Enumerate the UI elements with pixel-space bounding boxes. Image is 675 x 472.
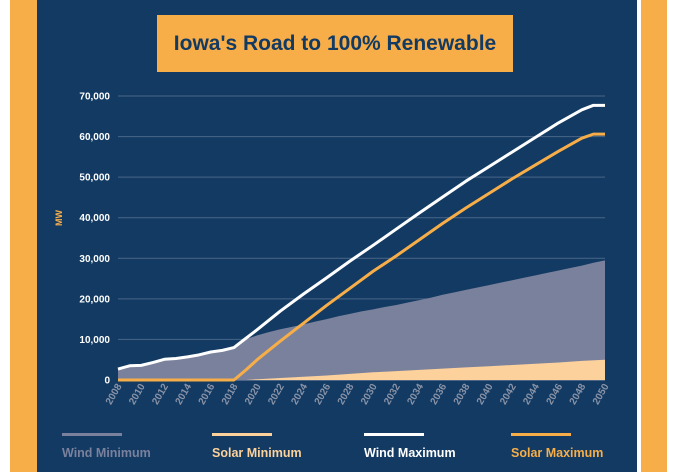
right-accent-bar <box>641 0 667 472</box>
legend-line-solar-maximum <box>511 433 571 436</box>
legend-line-solar-minimum <box>212 433 272 436</box>
x-tick-label: 2046 <box>545 382 566 407</box>
y-tick-label: 20,000 <box>79 294 110 305</box>
x-tick-label: 2026 <box>313 382 334 407</box>
legend-label-wind-maximum: Wind Maximum <box>364 446 456 460</box>
series-line-wind-maximum <box>117 103 605 371</box>
y-tick-label: 40,000 <box>79 213 110 224</box>
chart-title: Iowa's Road to 100% Renewable <box>173 31 497 55</box>
title-box: Iowa's Road to 100% Renewable <box>157 15 513 72</box>
y-tick-label: 70,000 <box>79 92 110 103</box>
legend-label-wind-minimum: Wind Minimum <box>62 446 151 460</box>
x-tick-label: 2028 <box>336 382 357 407</box>
legend-line-wind-maximum <box>364 433 424 436</box>
left-accent-bar <box>10 0 37 472</box>
y-tick-label: 50,000 <box>79 173 110 184</box>
x-tick-label: 2040 <box>475 382 496 407</box>
y-tick-label: 30,000 <box>79 254 110 265</box>
chart-panel <box>37 0 637 472</box>
x-tick-label: 2036 <box>429 382 450 407</box>
x-tick-label: 2044 <box>521 382 542 407</box>
x-tick-label: 2042 <box>498 382 519 407</box>
x-tick-label: 2048 <box>568 382 589 407</box>
x-tick-label: 2030 <box>359 382 380 407</box>
x-tick-label: 2024 <box>289 382 310 407</box>
series-line-solar-maximum <box>118 132 605 382</box>
y-tick-label: 0 <box>104 376 110 387</box>
x-tick-label: 2032 <box>382 382 403 407</box>
legend-label-solar-minimum: Solar Minimum <box>212 446 302 460</box>
series-area-wind-minimum <box>118 260 605 380</box>
series-area-solar-minimum <box>118 359 605 380</box>
legend-line-wind-minimum <box>62 433 122 436</box>
x-tick-label: 2020 <box>243 382 264 407</box>
x-tick-label: 2022 <box>266 382 287 407</box>
line-layer <box>117 103 605 382</box>
y-axis-label: MW <box>54 210 64 226</box>
y-tick-label: 10,000 <box>79 335 110 346</box>
x-tick-label: 2050 <box>591 382 612 407</box>
area-layer <box>118 260 605 380</box>
x-tick-label: 2038 <box>452 382 473 407</box>
x-tick-label: 2018 <box>220 382 241 407</box>
x-tick-label: 2012 <box>150 382 171 407</box>
x-tick-label: 2016 <box>197 382 218 407</box>
x-tick-label: 2014 <box>174 382 195 407</box>
x-tick-label: 2034 <box>405 382 426 407</box>
legend-label-solar-maximum: Solar Maximum <box>511 446 604 460</box>
y-tick-label: 60,000 <box>79 132 110 143</box>
x-tick-label: 2010 <box>127 382 148 407</box>
